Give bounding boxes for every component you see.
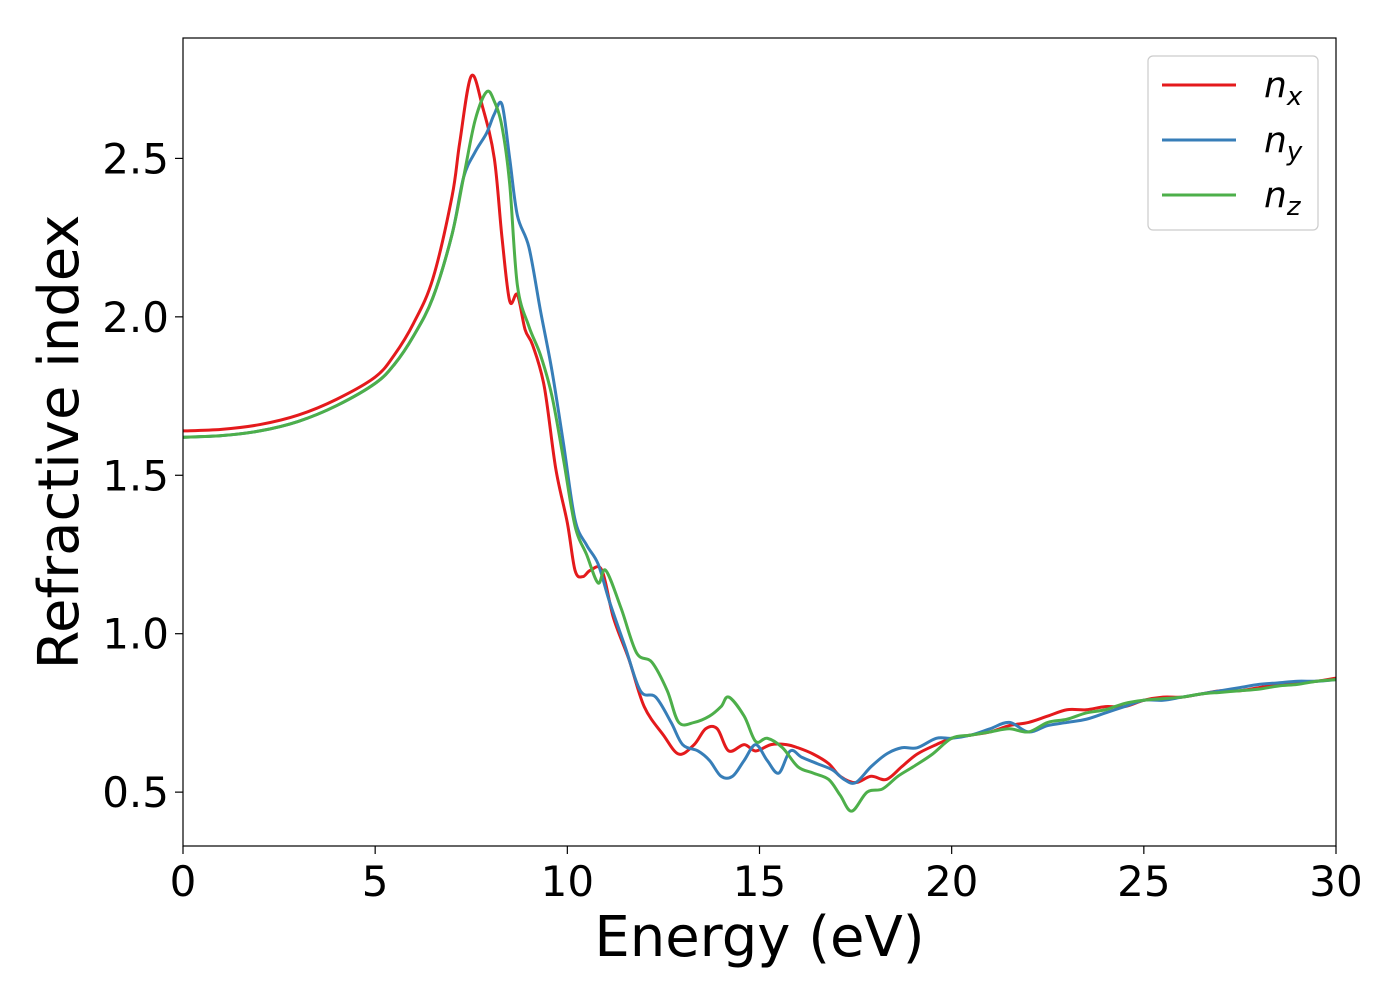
plot-lines: [183, 73, 1336, 813]
legend-label-subscript: z: [1286, 192, 1302, 222]
y-tick-label: 0.5: [102, 768, 169, 817]
legend-label: nz: [1264, 175, 1302, 222]
x-tick-label: 20: [925, 857, 978, 906]
y-tick-label: 2.5: [102, 134, 169, 183]
y-tick-label: 2.0: [102, 293, 169, 342]
x-tick-label: 15: [733, 857, 786, 906]
y-axis-label: Refractive index: [27, 215, 92, 670]
x-tick-label: 5: [362, 857, 389, 906]
x-tick-label: 0: [170, 857, 197, 906]
legend-label: ny: [1264, 120, 1303, 167]
legend-label-main: n: [1264, 120, 1287, 161]
series-line-ny: [183, 100, 1336, 785]
legend-label-subscript: y: [1286, 137, 1303, 167]
legend-item-ny: ny: [1162, 120, 1303, 167]
x-tick-label: 25: [1117, 857, 1170, 906]
legend-label-main: n: [1264, 175, 1287, 216]
legend-label-main: n: [1264, 65, 1287, 106]
legend-item-nz: nz: [1162, 175, 1302, 222]
x-tick-label: 30: [1309, 857, 1362, 906]
y-axis-ticks: 0.5 1.0 1.5 2.0 2.5: [102, 134, 183, 817]
y-tick-label: 1.5: [102, 451, 169, 500]
y-tick-label: 1.0: [102, 610, 169, 659]
x-axis-label: Energy (eV): [594, 905, 924, 970]
legend-label: nx: [1264, 65, 1303, 112]
legend-label-subscript: x: [1286, 82, 1303, 112]
legend-box: [1147, 55, 1319, 231]
series-line-nz: [183, 89, 1336, 813]
x-tick-label: 10: [541, 857, 594, 906]
legend-item-nx: nx: [1162, 65, 1303, 112]
x-axis-ticks: 0 5 10 15 20 25 30: [170, 846, 1363, 906]
